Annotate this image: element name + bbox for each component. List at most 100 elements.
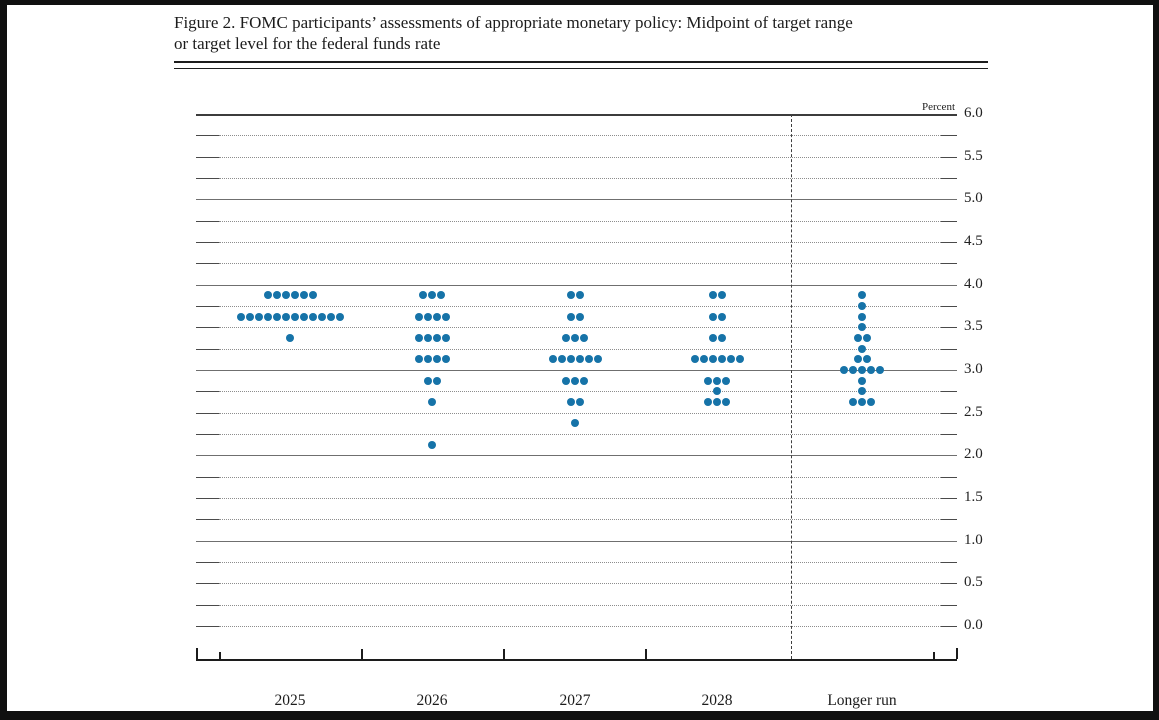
projection-dot	[423, 376, 432, 385]
projection-dot	[717, 334, 726, 342]
gridline-solid	[196, 284, 957, 286]
projection-dot	[575, 398, 584, 406]
projection-dot	[423, 312, 432, 321]
left-tick	[196, 562, 219, 563]
right-tick	[941, 583, 957, 585]
left-tick	[196, 476, 219, 478]
projection-dot	[858, 344, 866, 353]
projection-dot	[290, 312, 299, 321]
left-tick	[196, 220, 219, 222]
gridline-dotted	[219, 242, 941, 243]
right-tick	[941, 263, 957, 265]
projection-dot	[281, 312, 290, 321]
right-tick	[941, 306, 957, 307]
projection-dot	[708, 355, 717, 364]
projection-dot	[858, 302, 866, 310]
projection-dot	[717, 291, 726, 300]
left-tick	[196, 178, 219, 179]
projection-dot	[432, 355, 441, 364]
left-tick	[196, 626, 219, 627]
y-axis-unit-label: Percent	[922, 101, 955, 113]
gridline-dotted	[219, 348, 941, 350]
figure-title: Figure 2. FOMC participants’ assessments…	[174, 12, 1004, 54]
projection-dot	[317, 312, 326, 321]
projection-dot	[419, 291, 427, 300]
gridline-dotted	[219, 562, 941, 563]
projection-dot	[566, 312, 575, 321]
left-tick	[196, 327, 219, 329]
left-tick	[196, 434, 219, 435]
projection-dot	[571, 376, 579, 385]
left-tick	[196, 242, 219, 243]
projection-dot	[867, 366, 875, 374]
projection-dot	[593, 355, 602, 364]
right-tick	[941, 348, 957, 350]
projection-dot	[432, 376, 441, 385]
dot-plot-chart: 6.0 5.5 5.0 4.5 4.0 3.5 3.0 2.5 2.0 1.5 1.0 0.5 0.0 P…	[7, 5, 1153, 711]
projection-dot	[414, 355, 423, 364]
projection-dot	[690, 355, 699, 364]
left-tick	[196, 412, 219, 414]
projection-dot	[575, 355, 584, 364]
gridline-dotted	[219, 412, 941, 414]
projection-dot	[441, 355, 450, 364]
projection-dot	[862, 355, 871, 364]
gridline-dotted	[219, 178, 941, 179]
projection-dot	[713, 376, 721, 385]
y-axis-label: 5.0	[964, 190, 983, 207]
projection-dot	[414, 312, 423, 321]
y-axis-label: 0.5	[964, 574, 983, 591]
projection-dot	[272, 291, 281, 300]
projection-dot	[853, 334, 862, 342]
projection-dot	[580, 376, 588, 385]
right-tick	[941, 391, 957, 393]
projection-dot	[281, 291, 290, 300]
projection-dot	[858, 387, 866, 396]
y-axis-label: 3.0	[964, 361, 983, 377]
projection-dot	[858, 398, 866, 406]
left-tick	[196, 135, 219, 137]
projection-dot	[432, 312, 441, 321]
projection-dot	[862, 334, 871, 342]
projection-dot	[713, 398, 721, 406]
y-axis-label: 1.5	[964, 489, 983, 505]
left-tick	[196, 156, 219, 158]
projection-dot	[414, 334, 423, 342]
right-tick	[941, 412, 957, 414]
projection-dot	[557, 355, 566, 364]
x-axis-category-label: 2028	[701, 692, 733, 709]
projection-dot	[580, 334, 588, 342]
y-axis-label: 4.5	[964, 233, 983, 249]
projection-dot	[428, 291, 436, 300]
projection-dot	[286, 334, 294, 342]
gridline-dotted	[219, 519, 941, 521]
left-tick	[196, 391, 219, 393]
right-tick	[941, 604, 957, 606]
gridline-dotted	[219, 327, 941, 329]
projection-dot	[840, 366, 848, 374]
projection-dot	[575, 312, 584, 321]
right-tick	[941, 156, 957, 158]
y-axis-label: 3.5	[964, 318, 983, 335]
document-page: Figure 2. FOMC participants’ assessments…	[7, 5, 1153, 711]
right-tick	[941, 434, 957, 435]
projection-dot	[708, 312, 717, 321]
gridline-dotted	[219, 626, 941, 627]
right-tick	[941, 562, 957, 563]
gridline-dotted	[219, 583, 941, 585]
projection-dot	[562, 334, 570, 342]
left-tick	[196, 263, 219, 265]
x-axis-category-label: Longer run	[827, 692, 897, 709]
projection-dot	[849, 366, 857, 374]
projection-dot	[428, 440, 436, 449]
projection-dot	[858, 376, 866, 385]
gridline-dotted	[219, 604, 941, 606]
right-tick	[941, 220, 957, 222]
right-tick	[941, 476, 957, 478]
projection-dot	[717, 355, 726, 364]
projection-dot	[428, 398, 436, 406]
left-tick	[196, 306, 219, 307]
projection-dot	[858, 366, 866, 374]
x-axis-category-label: 2027	[559, 692, 591, 709]
right-tick	[941, 135, 957, 137]
